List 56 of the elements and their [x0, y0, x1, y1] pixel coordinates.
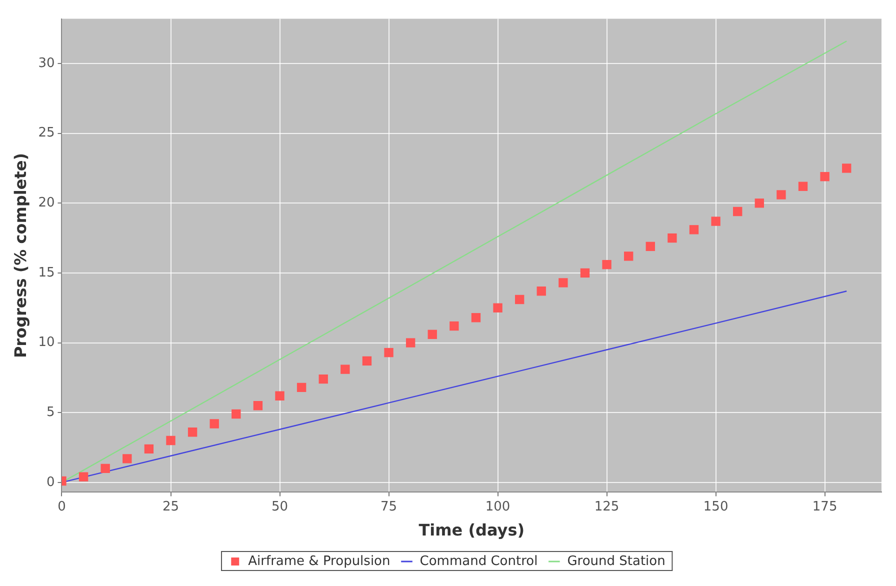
point	[253, 401, 263, 410]
point	[558, 278, 568, 288]
x-tick-label: 75	[380, 499, 398, 514]
point	[166, 436, 176, 446]
legend-label: Ground Station	[567, 554, 666, 569]
x-tick-label: 125	[594, 499, 620, 514]
point	[689, 225, 699, 234]
point	[100, 464, 110, 474]
y-tick-label: 10	[38, 335, 55, 350]
point	[406, 338, 416, 348]
point	[210, 419, 219, 428]
y-tick-label: 5	[46, 404, 55, 420]
point	[754, 198, 764, 208]
y-axis-title: Progress (% complete)	[10, 152, 30, 358]
point	[471, 313, 481, 322]
y-tick-label: 15	[38, 265, 55, 280]
point	[798, 182, 808, 191]
x-tick-label: 100	[485, 499, 510, 514]
point	[384, 348, 394, 358]
point	[842, 164, 852, 173]
point	[318, 374, 328, 384]
point	[668, 233, 677, 243]
point	[362, 356, 372, 366]
point	[428, 330, 437, 339]
point	[275, 391, 284, 400]
point	[122, 454, 132, 464]
point	[450, 321, 459, 331]
point	[733, 206, 742, 216]
point	[188, 428, 198, 437]
point	[602, 260, 612, 270]
y-tick-label: 0	[46, 474, 55, 490]
point	[776, 190, 786, 200]
point	[820, 172, 830, 182]
point	[624, 252, 634, 261]
point	[580, 268, 590, 278]
y-tick-label: 30	[38, 56, 55, 71]
point	[646, 242, 655, 252]
x-tick-label: 175	[812, 499, 838, 514]
x-tick-label: 0	[58, 499, 66, 514]
x-tick-label: 25	[162, 499, 180, 514]
point	[514, 294, 524, 304]
point	[340, 364, 350, 374]
point	[78, 472, 88, 482]
point	[493, 303, 502, 312]
y-tick-label: 20	[38, 196, 55, 211]
legend-label: Command Control	[420, 554, 538, 569]
legend-label: Airframe & Propulsion	[248, 554, 390, 569]
point	[711, 216, 720, 226]
x-tick-label: 50	[271, 499, 288, 514]
point	[144, 444, 154, 454]
x-tick-label: 150	[703, 499, 728, 514]
point	[536, 286, 546, 296]
point	[232, 409, 241, 419]
x-axis-title: Time (days)	[418, 520, 525, 540]
point	[296, 382, 306, 392]
y-tick-label: 25	[38, 126, 55, 141]
